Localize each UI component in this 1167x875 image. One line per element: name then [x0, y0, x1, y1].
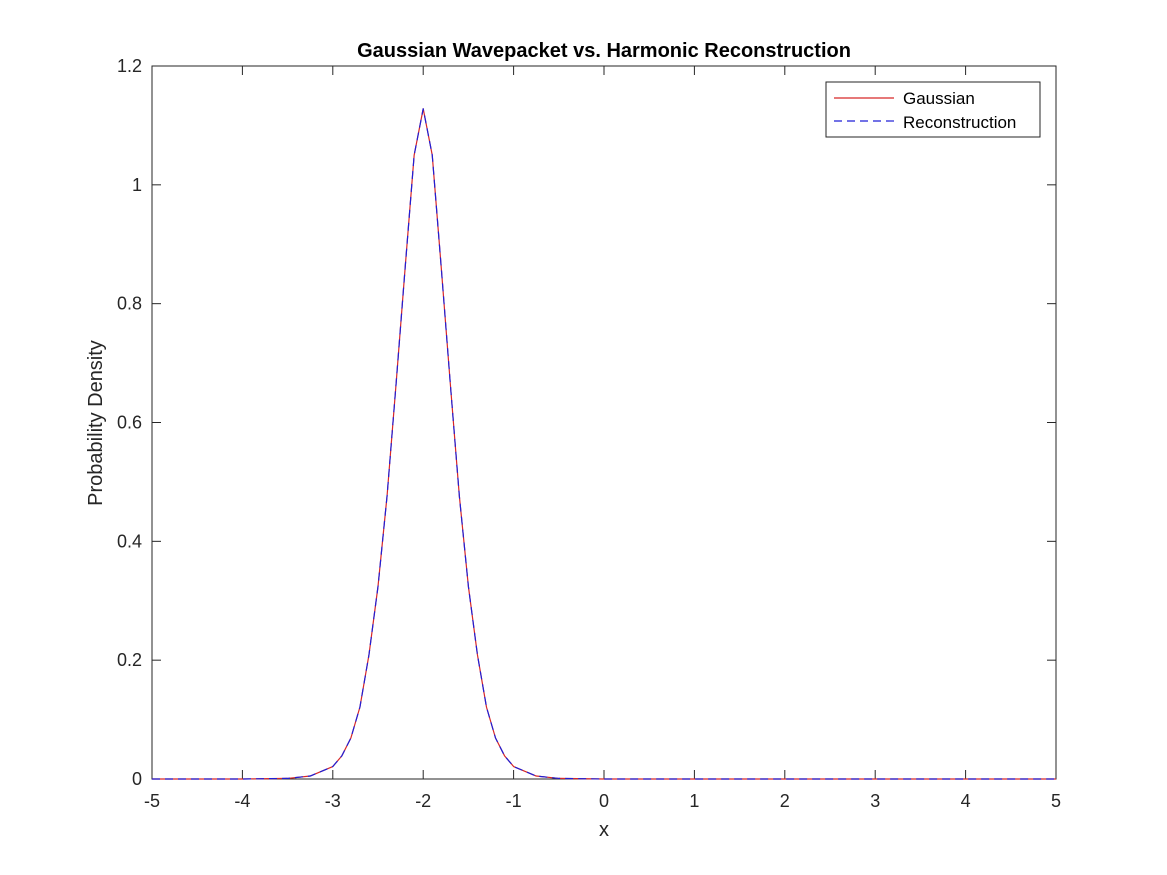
y-tick-label: 0.2: [117, 650, 142, 670]
x-tick-label: 2: [780, 791, 790, 811]
y-tick-label: 0.8: [117, 294, 142, 314]
chart-title: Gaussian Wavepacket vs. Harmonic Reconst…: [357, 40, 851, 62]
x-tick-label: 4: [961, 791, 971, 811]
x-ticks: -5 -4 -3 -2 -1 0 1 2 3 4 5: [144, 66, 1061, 811]
y-tick-label: 1: [132, 175, 142, 195]
legend-box: [825, 81, 1041, 138]
y-ticks: 0 0.2 0.4 0.6 0.8 1 1.2: [117, 56, 1056, 789]
y-tick-label: 0.6: [117, 413, 142, 433]
series-line-reconstruction: [152, 108, 1056, 780]
series-lines: [152, 108, 1056, 780]
x-tick-label: 1: [689, 791, 699, 811]
legend: Gaussian Reconstruction: [825, 81, 1041, 138]
x-tick-label: -2: [415, 791, 431, 811]
x-tick-label: -5: [144, 791, 160, 811]
y-tick-label: 0.4: [117, 531, 142, 551]
legend-label-reconstruction: Reconstruction: [903, 113, 1016, 132]
x-tick-label: 5: [1051, 791, 1061, 811]
x-tick-label: -1: [506, 791, 522, 811]
y-axis-label: Probability Density: [85, 340, 107, 506]
y-tick-label: 1.2: [117, 56, 142, 76]
legend-label-gaussian: Gaussian: [903, 89, 975, 108]
plot-area: -5 -4 -3 -2 -1 0 1 2 3 4 5 0 0.2 0.4 0.6 0.8 1 1.2: [117, 56, 1061, 811]
axes-box: [151, 65, 1057, 780]
x-tick-label: 0: [599, 791, 609, 811]
x-tick-label: -3: [325, 791, 341, 811]
x-axis-label: x: [599, 819, 609, 841]
x-tick-label: 3: [870, 791, 880, 811]
x-tick-label: -4: [234, 791, 250, 811]
y-tick-label: 0: [132, 769, 142, 789]
